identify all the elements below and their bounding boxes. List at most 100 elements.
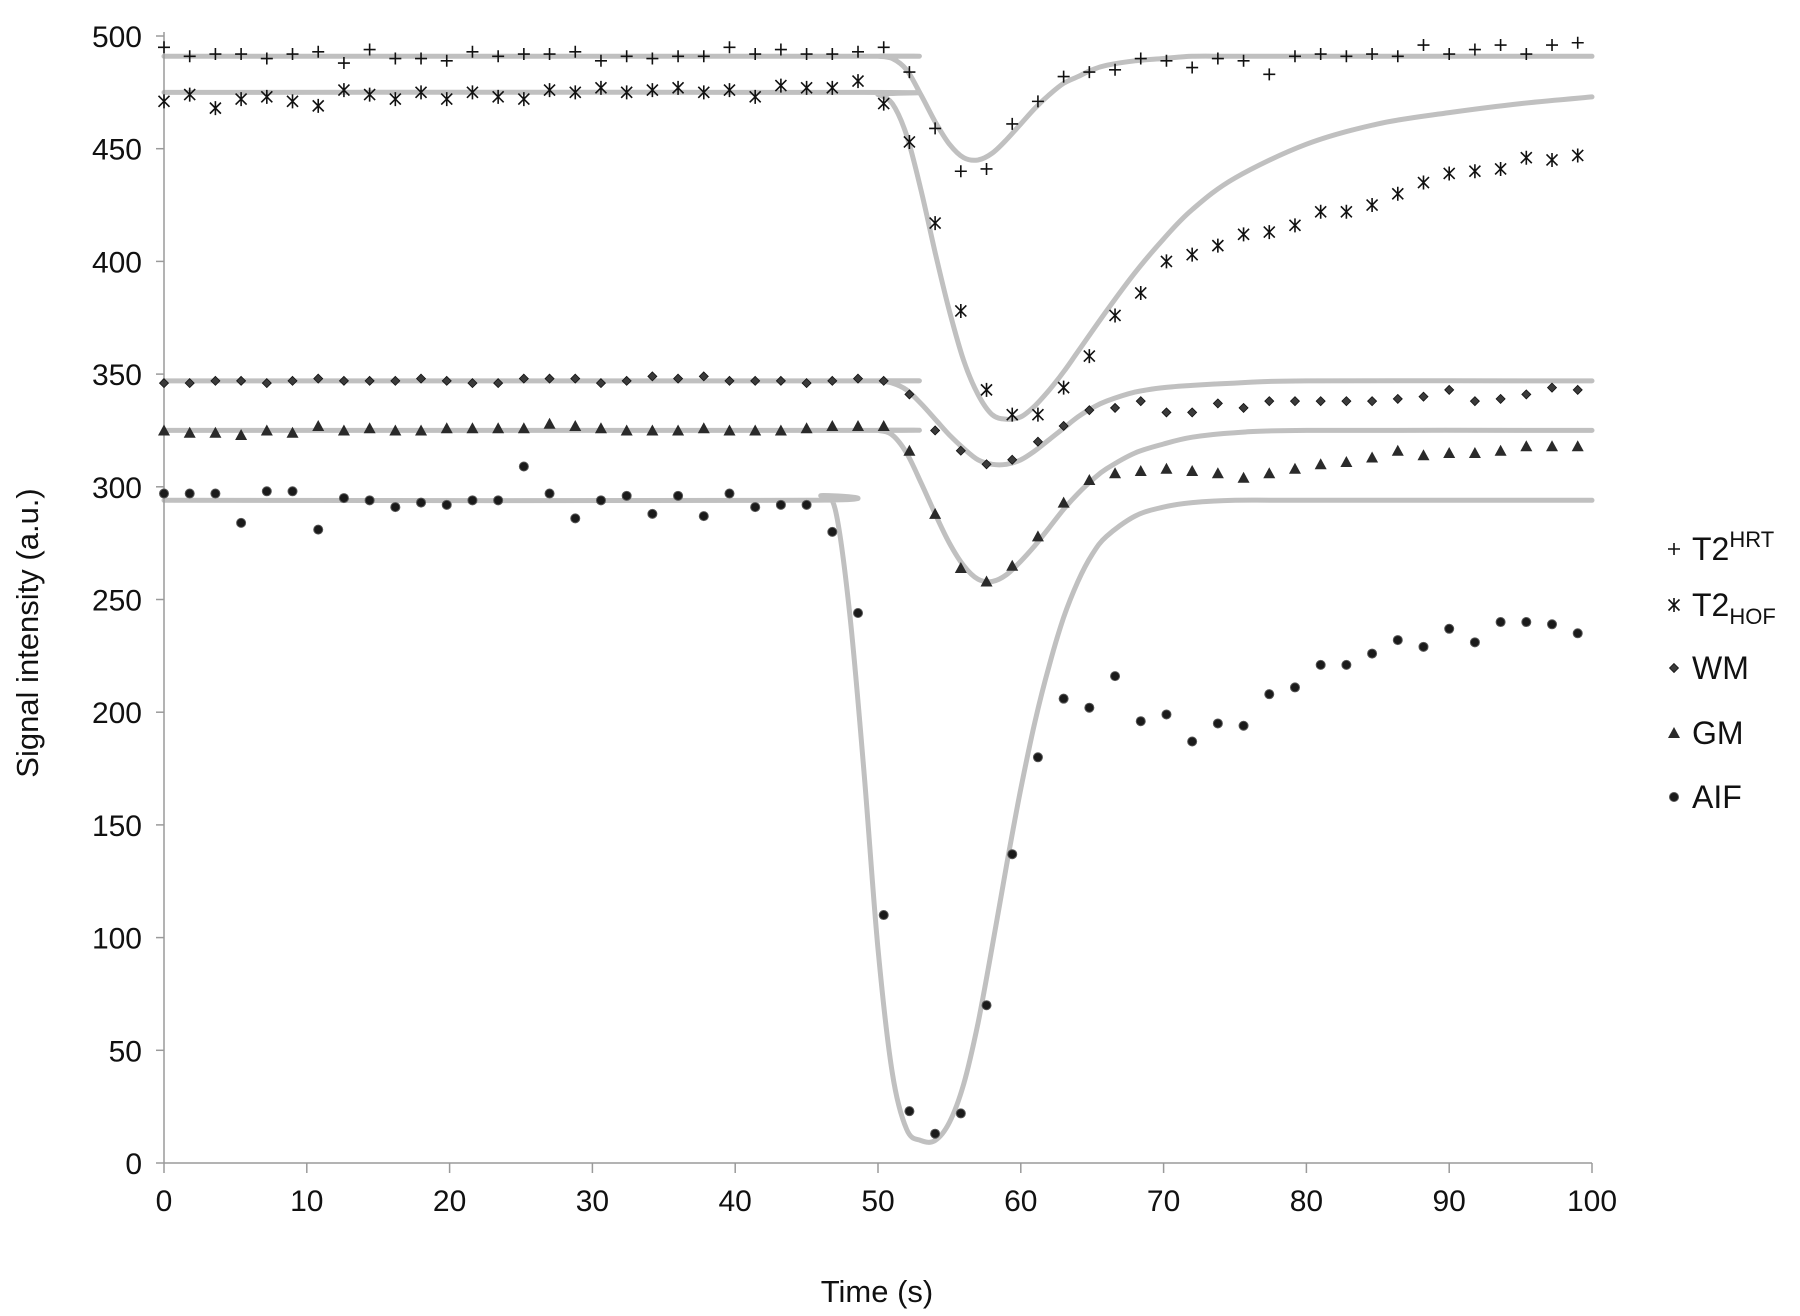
data-point — [673, 490, 684, 501]
data-point — [313, 373, 324, 384]
data-point — [492, 422, 505, 434]
series-0-points — [158, 36, 1584, 178]
data-point — [363, 422, 376, 434]
data-point — [235, 92, 248, 107]
data-point — [1263, 68, 1276, 81]
data-point — [646, 52, 659, 65]
x-tick-label: 0 — [156, 1185, 173, 1218]
data-point — [749, 89, 762, 104]
data-point — [1417, 39, 1430, 52]
x-tick-label: 10 — [290, 1185, 323, 1218]
data-point — [1057, 70, 1070, 83]
data-point — [595, 495, 606, 506]
data-point — [1084, 405, 1095, 416]
data-point — [672, 50, 685, 63]
data-point — [157, 94, 171, 109]
legend-label: GM — [1692, 715, 1744, 751]
data-point — [1315, 396, 1326, 407]
data-point — [1572, 384, 1583, 395]
data-point — [750, 502, 761, 513]
data-point — [673, 373, 684, 384]
data-point — [260, 424, 273, 436]
y-tick-label: 350 — [92, 359, 142, 392]
fit-curve-1 — [161, 89, 1595, 422]
data-point — [517, 48, 530, 61]
data-point — [1520, 48, 1533, 61]
y-tick-label: 100 — [92, 923, 142, 956]
legend-marker — [1668, 662, 1680, 674]
data-point — [1134, 285, 1147, 300]
y-tick-label: 400 — [92, 246, 142, 279]
data-point — [1340, 50, 1353, 63]
data-point — [1366, 48, 1379, 61]
data-point — [569, 85, 582, 100]
fit-curves — [161, 53, 1595, 1145]
legend-label: T2HRT — [1692, 527, 1774, 567]
data-point — [595, 378, 607, 389]
data-point — [852, 45, 865, 58]
data-point — [1031, 95, 1044, 108]
data-point — [903, 66, 916, 79]
data-point — [158, 41, 170, 54]
data-point — [724, 375, 735, 386]
x-axis-title: Time (s) — [821, 1274, 934, 1309]
data-point — [904, 1106, 915, 1117]
data-point — [1417, 449, 1430, 461]
data-point — [493, 378, 504, 389]
data-point — [697, 422, 710, 434]
data-point — [1135, 716, 1146, 727]
data-point — [827, 375, 838, 386]
data-point — [1212, 398, 1223, 409]
data-point — [1288, 462, 1301, 474]
data-point — [954, 303, 967, 318]
data-point — [467, 378, 478, 389]
data-point — [1495, 393, 1506, 404]
data-point — [1006, 559, 1019, 571]
data-point — [312, 419, 325, 431]
series-4-points — [159, 461, 1583, 1139]
data-point — [1340, 204, 1353, 219]
data-point — [826, 80, 839, 95]
data-point — [1160, 462, 1173, 474]
data-point — [389, 424, 402, 436]
data-point — [287, 486, 298, 497]
data-point — [1469, 396, 1480, 407]
data-point — [236, 517, 247, 528]
y-tick-label: 150 — [92, 810, 142, 843]
data-point — [672, 80, 685, 95]
data-point — [904, 389, 915, 400]
series-3-points — [158, 417, 1584, 587]
data-point — [1571, 36, 1584, 49]
data-point — [1546, 39, 1559, 52]
y-axis-title: Signal intensity (a.u.) — [10, 488, 45, 777]
data-point — [544, 373, 555, 384]
data-point — [1160, 54, 1173, 67]
data-point — [620, 50, 633, 63]
legend-marker — [1668, 727, 1680, 738]
data-point — [1391, 50, 1404, 63]
data-point — [1443, 166, 1456, 181]
x-tick-label: 70 — [1147, 1185, 1180, 1218]
data-point — [159, 488, 169, 499]
fit-curve-2 — [161, 378, 1595, 468]
data-point — [621, 490, 632, 501]
data-point — [826, 419, 839, 431]
data-point — [929, 507, 942, 519]
data-point — [467, 495, 478, 506]
data-point — [1494, 161, 1507, 176]
data-point — [594, 80, 608, 95]
legend-entry-0: T2HRT — [1668, 527, 1774, 567]
data-point — [415, 373, 427, 384]
x-tick-label: 80 — [1290, 1185, 1323, 1218]
data-point — [338, 493, 349, 504]
data-point — [1494, 444, 1507, 456]
data-point — [569, 419, 582, 431]
fit-curve-0 — [161, 53, 1595, 163]
data-point — [647, 508, 658, 519]
data-point — [518, 373, 529, 384]
data-point — [775, 499, 786, 510]
data-point — [158, 378, 170, 389]
data-point — [1007, 849, 1018, 860]
data-point — [930, 425, 941, 436]
data-point — [646, 83, 659, 98]
